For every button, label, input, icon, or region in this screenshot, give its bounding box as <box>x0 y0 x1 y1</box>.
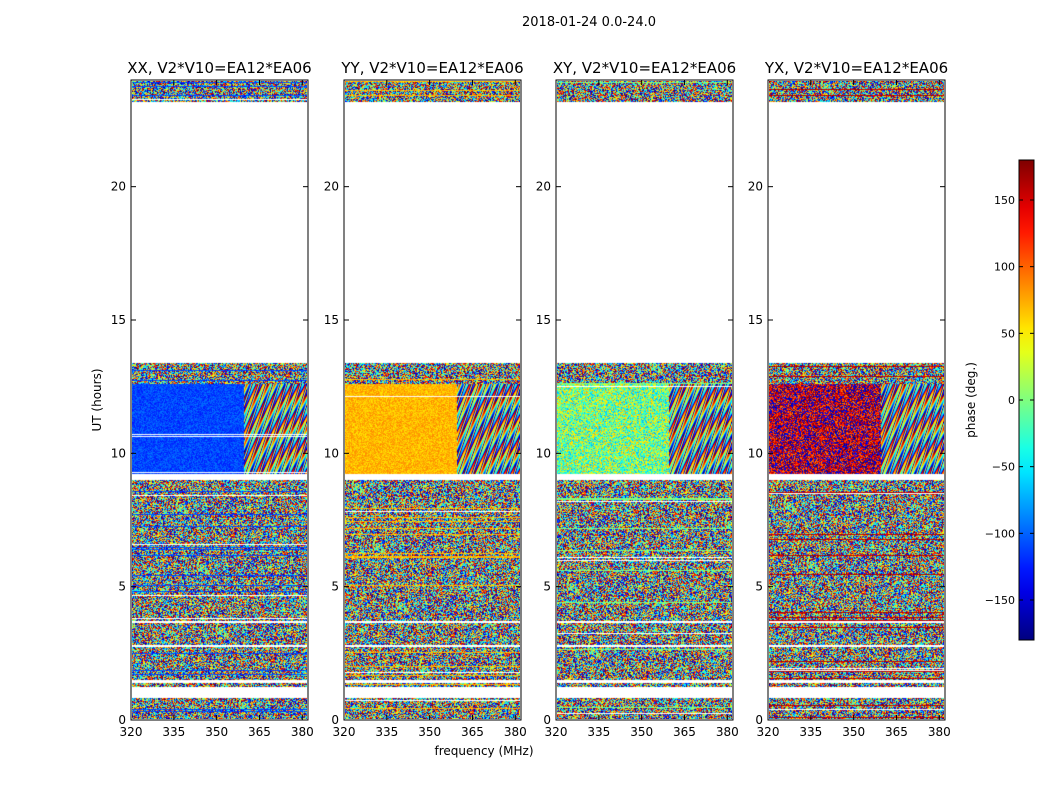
x-tick-label: 335 <box>375 725 398 739</box>
x-tick-label: 365 <box>461 725 484 739</box>
colorbar: −150 −100 −50 0 50 100 150 <box>985 159 1035 641</box>
x-tick-label: 335 <box>799 725 822 739</box>
phase-heatmap <box>769 81 944 719</box>
colorbar-tick-label: 100 <box>994 261 1015 274</box>
y-tick-label: 10 <box>324 446 339 460</box>
x-axis-label: frequency (MHz) <box>434 744 533 758</box>
x-tick-label: 320 <box>120 725 143 739</box>
x-tick-label: 320 <box>545 725 568 739</box>
x-tick-label: 350 <box>205 725 228 739</box>
colorbar-tick-label: −150 <box>985 594 1015 607</box>
x-tick-label: 365 <box>885 725 908 739</box>
y-tick-label: 0 <box>118 713 126 727</box>
colorbar-tick-label: −50 <box>992 461 1015 474</box>
panel-title: XY, V2*V10=EA12*EA06 <box>553 59 736 77</box>
x-tick-label: 350 <box>630 725 653 739</box>
y-tick-label: 5 <box>118 580 126 594</box>
panel-title: YX, V2*V10=EA12*EA06 <box>764 59 948 77</box>
y-tick-label: 0 <box>755 713 763 727</box>
colorbar-tick-label: −100 <box>985 527 1015 540</box>
y-tick-label: 20 <box>748 180 763 194</box>
x-tick-label: 320 <box>757 725 780 739</box>
panel-title: YY, V2*V10=EA12*EA06 <box>340 59 523 77</box>
y-tick-label: 15 <box>536 313 551 327</box>
x-tick-label: 350 <box>842 725 865 739</box>
y-tick-label: 20 <box>536 180 551 194</box>
y-tick-label: 10 <box>111 446 126 460</box>
panel-frame <box>130 79 309 721</box>
y-tick-label: 15 <box>111 313 126 327</box>
x-tick-label: 380 <box>928 725 951 739</box>
panel-frame <box>555 79 734 721</box>
colorbar-tick-label: 150 <box>994 194 1015 207</box>
y-tick-label: 0 <box>331 713 339 727</box>
panel: YY, V2*V10=EA12*EA06 0 5 10 15 20 320 335 350 365… <box>324 59 527 739</box>
x-tick-label: 350 <box>418 725 441 739</box>
x-tick-label: 320 <box>333 725 356 739</box>
y-tick-label: 10 <box>536 446 551 460</box>
phase-heatmap <box>345 81 520 719</box>
panel: YX, V2*V10=EA12*EA06 0 5 10 15 20 320 335 350 365… <box>748 59 951 739</box>
y-tick-label: 5 <box>331 580 339 594</box>
x-tick-label: 380 <box>716 725 739 739</box>
colorbar-tick-label: 50 <box>1001 327 1015 340</box>
panel: XY, V2*V10=EA12*EA06 0 5 10 15 20 320 335 350 365… <box>536 59 739 739</box>
x-tick-label: 365 <box>248 725 271 739</box>
x-tick-label: 335 <box>162 725 185 739</box>
y-tick-label: 20 <box>111 180 126 194</box>
figure-title: 2018-01-24 0.0-24.0 <box>522 15 656 30</box>
panel-title: XX, V2*V10=EA12*EA06 <box>127 59 311 77</box>
x-tick-label: 335 <box>587 725 610 739</box>
panels: XX, V2*V10=EA12*EA06 0 5 10 15 20 320 335 350 365… <box>111 59 951 739</box>
y-tick-label: 10 <box>748 446 763 460</box>
y-tick-label: 5 <box>755 580 763 594</box>
y-tick-label: 20 <box>324 180 339 194</box>
x-tick-label: 380 <box>504 725 527 739</box>
y-tick-label: 5 <box>543 580 551 594</box>
colorbar-tick-label: 0 <box>1008 394 1015 407</box>
panel-frame <box>767 79 946 721</box>
y-tick-label: 15 <box>324 313 339 327</box>
y-axis-label: UT (hours) <box>90 368 104 431</box>
y-tick-label: 0 <box>543 713 551 727</box>
y-tick-label: 15 <box>748 313 763 327</box>
phase-heatmap <box>557 81 732 719</box>
panel: XX, V2*V10=EA12*EA06 0 5 10 15 20 320 335 350 365… <box>111 59 314 739</box>
x-tick-label: 365 <box>673 725 696 739</box>
colorbar-label: phase (deg.) <box>964 362 978 438</box>
x-tick-label: 380 <box>291 725 314 739</box>
panel-frame <box>343 79 522 721</box>
phase-heatmap <box>132 81 307 719</box>
